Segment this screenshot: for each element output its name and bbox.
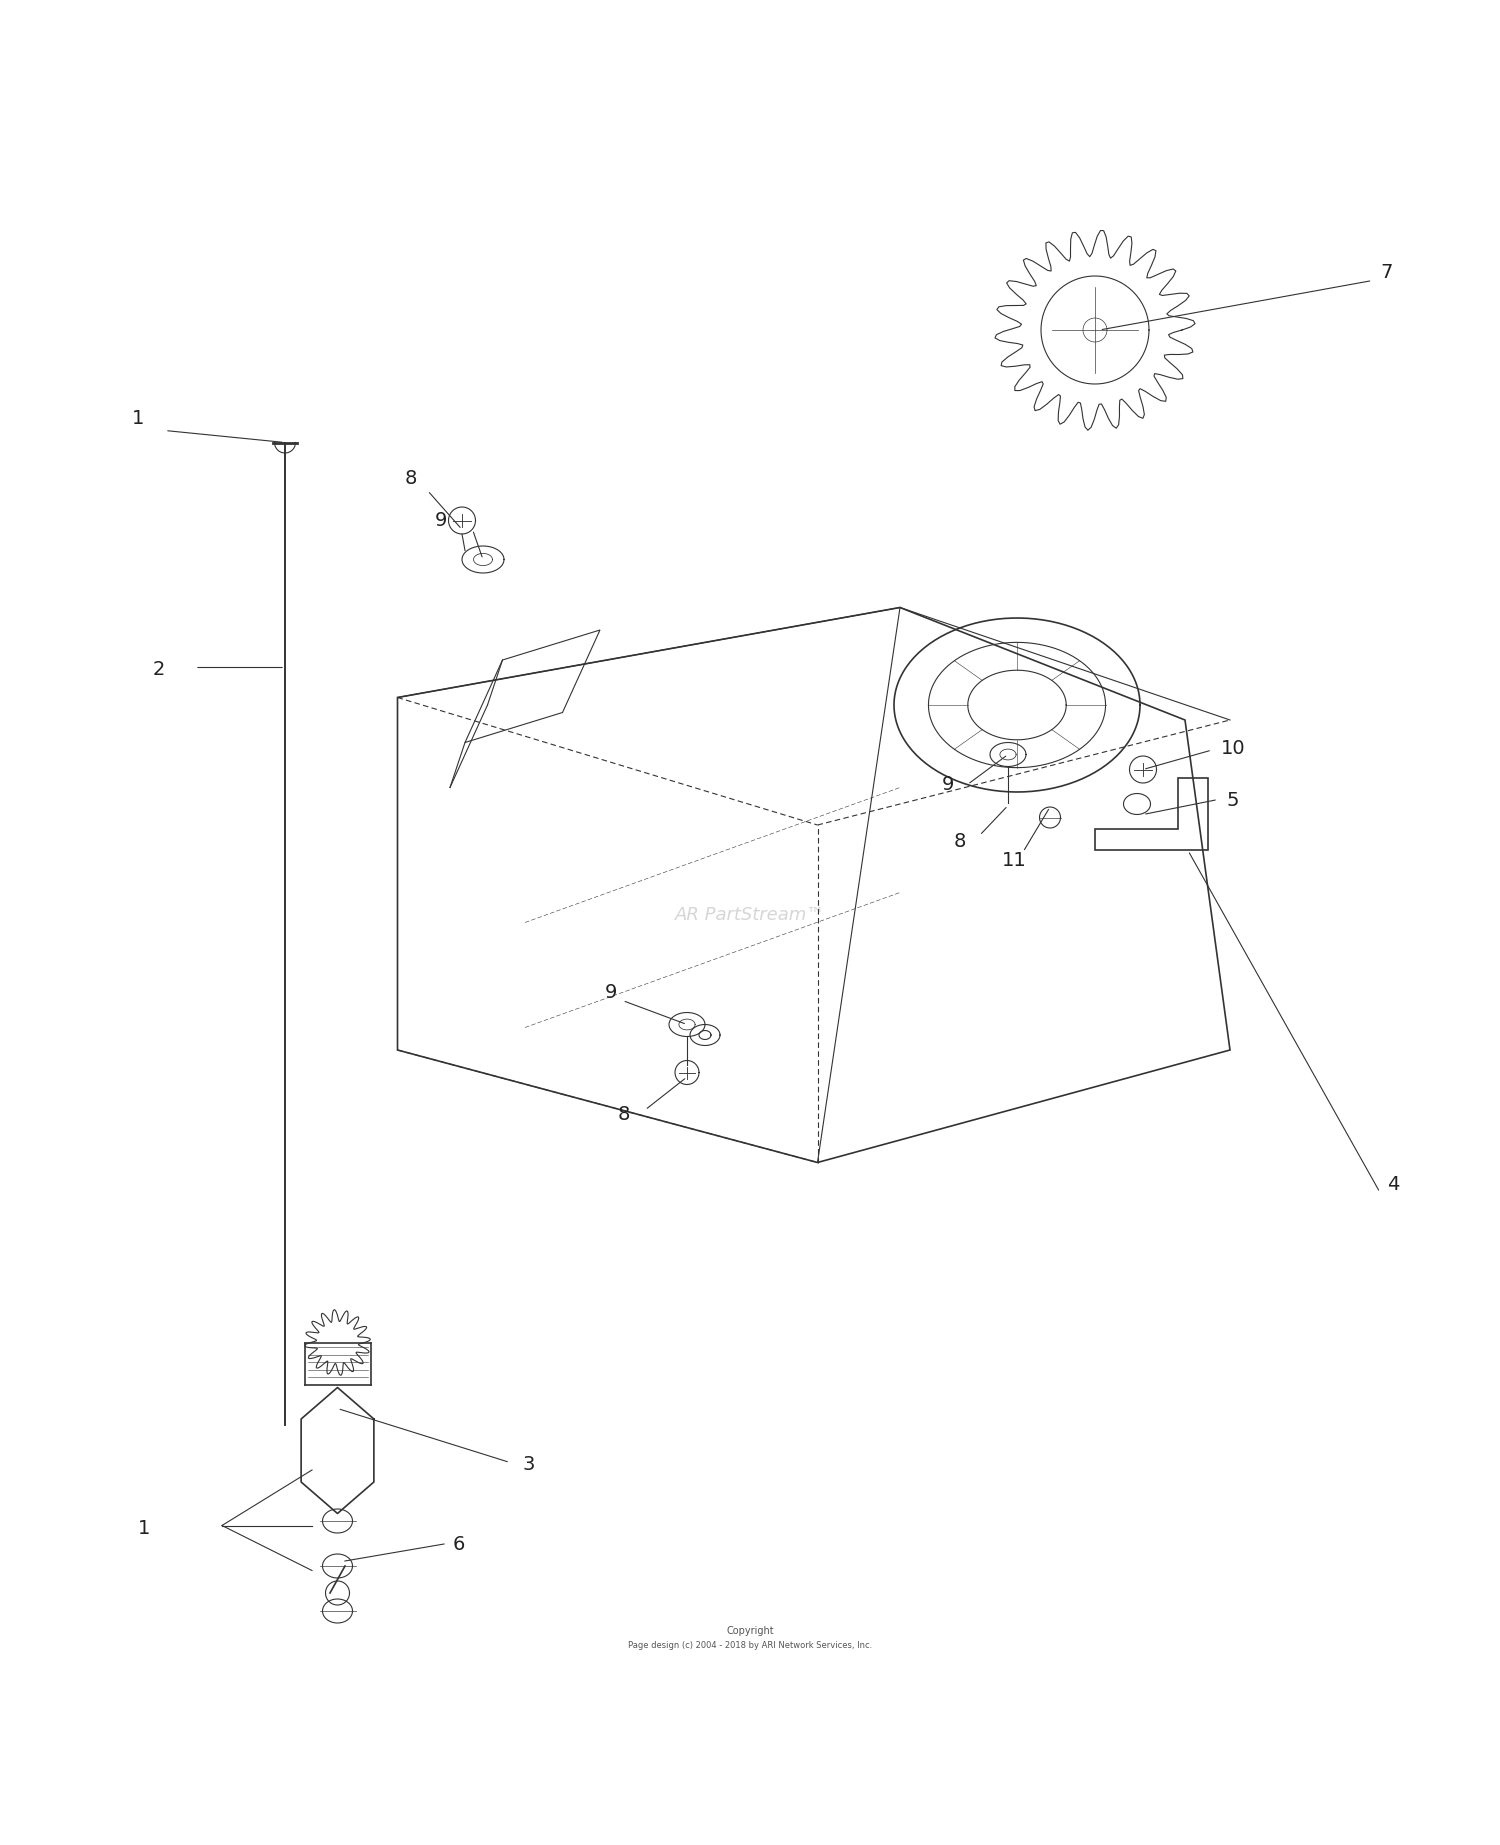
Text: 10: 10 xyxy=(1221,740,1245,758)
Text: 4: 4 xyxy=(1388,1175,1400,1194)
Text: 1: 1 xyxy=(138,1520,150,1539)
Text: 2: 2 xyxy=(153,661,165,679)
Text: 11: 11 xyxy=(1002,851,1026,869)
Text: AR PartStream™: AR PartStream™ xyxy=(675,906,825,924)
Text: 6: 6 xyxy=(453,1535,465,1553)
Text: 3: 3 xyxy=(522,1456,534,1474)
Text: 9: 9 xyxy=(435,511,447,531)
Text: 1: 1 xyxy=(132,410,144,428)
Text: 8: 8 xyxy=(618,1105,630,1124)
Text: 9: 9 xyxy=(942,775,954,795)
Text: 8: 8 xyxy=(954,832,966,852)
Text: 5: 5 xyxy=(1227,790,1239,810)
Text: 7: 7 xyxy=(1380,262,1392,282)
Text: Copyright: Copyright xyxy=(726,1625,774,1635)
Text: Page design (c) 2004 - 2018 by ARI Network Services, Inc.: Page design (c) 2004 - 2018 by ARI Netwo… xyxy=(628,1640,872,1649)
Text: 9: 9 xyxy=(604,983,616,1002)
Text: 8: 8 xyxy=(405,469,417,489)
